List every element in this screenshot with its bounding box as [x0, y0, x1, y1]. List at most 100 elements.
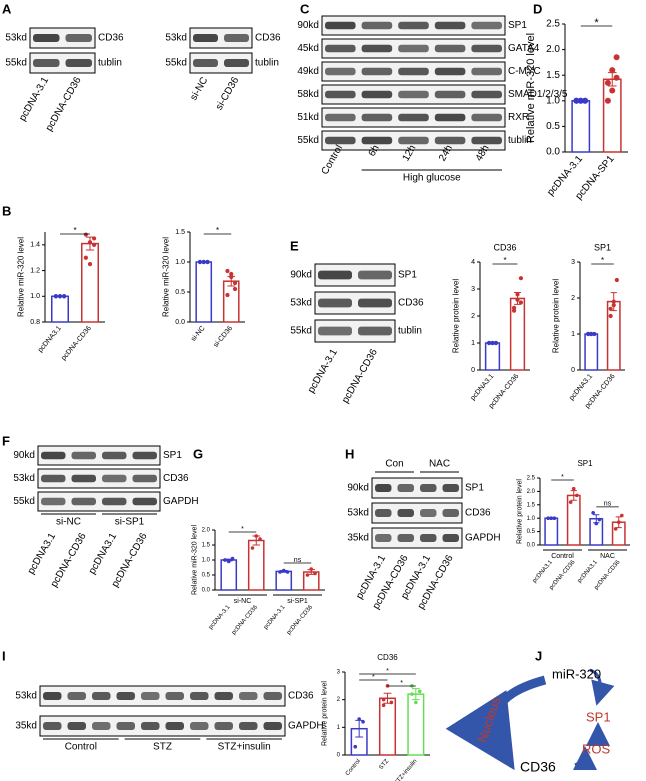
blot-band [193, 59, 218, 67]
blot-protein: tublin [98, 58, 122, 69]
x-tick-label: pcDNA-CD36 [60, 325, 93, 362]
data-point [515, 292, 520, 297]
data-point [53, 294, 58, 299]
blot-kd: 90kd [297, 20, 319, 31]
blot-band [420, 534, 437, 542]
blot-band [214, 692, 233, 700]
blot-kd: 55kd [5, 58, 27, 69]
y-tick-label: 1.0 [527, 516, 536, 522]
bar [544, 517, 559, 546]
y-tick-label: 1.5 [202, 543, 211, 549]
blot-kd: 45kd [297, 43, 319, 54]
data-point [616, 520, 621, 525]
y-tick-label: 2.0 [546, 44, 560, 55]
bar [584, 333, 599, 371]
blot-band [434, 113, 466, 122]
panel-letter: B [2, 203, 11, 218]
bar [51, 295, 69, 323]
blot-band [43, 722, 62, 730]
blot-band [224, 34, 249, 42]
blot-kd: 90kd [347, 483, 369, 494]
significance-label: * [73, 226, 76, 235]
blot-band [375, 534, 392, 542]
x-tick-label: STZ [378, 758, 390, 771]
y-tick-label: 0.0 [527, 543, 536, 549]
blot-frame [39, 685, 286, 707]
blot-protein: GAPDH [288, 721, 324, 732]
data-point [546, 516, 550, 520]
data-point [608, 306, 613, 311]
panel-letter: E [290, 238, 299, 253]
group-label: Con [385, 459, 403, 470]
blot-band [471, 67, 502, 76]
blot-protein: tublin [508, 135, 532, 146]
y-tick-label: 0 [471, 367, 475, 374]
blot-protein: CD36 [465, 508, 491, 519]
y-tick-label: 0.0 [202, 588, 211, 594]
blot-band [398, 67, 429, 76]
y-tick-label: 2 [337, 697, 341, 703]
y-tick-label: 1.2 [30, 267, 40, 274]
blot-frame [314, 291, 396, 315]
blot-band [398, 136, 429, 145]
x-tick-label: pcDNA-3.1 [208, 604, 232, 631]
blot-band [442, 534, 459, 542]
data-point [613, 74, 620, 81]
significance-label: * [241, 526, 244, 533]
x-tick-label: pcDNA3.1 [470, 373, 496, 402]
data-point [232, 280, 238, 286]
panel-letter: A [2, 1, 12, 16]
blot-protein: CD36 [163, 473, 189, 484]
data-point [313, 571, 317, 576]
data-point [614, 277, 619, 283]
blot-kd: 49kd [297, 66, 319, 77]
blot-frame [37, 445, 161, 466]
data-point [225, 292, 230, 298]
x-tick-label: Control [345, 758, 362, 777]
data-point [493, 340, 499, 346]
data-point [549, 516, 554, 520]
data-point [594, 521, 599, 526]
data-point [305, 573, 310, 577]
blot-band [361, 136, 393, 145]
blot-band [325, 136, 356, 145]
data-point [92, 242, 97, 247]
group-label: NAC [429, 459, 450, 470]
significance-label: ns [604, 501, 612, 508]
blot-band [358, 270, 392, 280]
blot-frame [371, 502, 463, 524]
y-axis-label: Relative miR-320 level [525, 33, 537, 143]
y-axis-label: Relative protein level [321, 681, 328, 746]
y-tick-label: 3 [337, 670, 341, 676]
blot-kd: 53kd [347, 508, 369, 519]
group-label: STZ+insulin [218, 742, 271, 753]
blot-band [71, 451, 96, 460]
data-point [361, 720, 365, 724]
chart-title: CD36 [493, 242, 516, 252]
bar [484, 342, 501, 371]
bar [222, 280, 240, 323]
lane-label: pcDNA-3.1 [306, 347, 340, 395]
blot-band [43, 692, 62, 700]
blot-band [398, 90, 429, 99]
diagram-node: ROS [582, 741, 611, 756]
y-tick-label: 1 [337, 725, 341, 731]
blot-band [471, 90, 502, 99]
blot-frame [29, 27, 96, 49]
significance-label: * [372, 674, 375, 681]
data-point [582, 97, 589, 104]
blot-band [398, 44, 429, 53]
blot-kd: 55kd [13, 496, 35, 507]
blot-band [361, 21, 393, 30]
y-tick-label: 1.0 [175, 259, 185, 266]
significance-label: * [400, 680, 403, 687]
significance-label: * [503, 256, 506, 265]
blot-band [165, 692, 184, 700]
blot-band [92, 692, 111, 700]
blot-protein: CD36 [398, 298, 424, 309]
data-point [357, 717, 361, 721]
data-point [611, 299, 616, 304]
blot-band [263, 722, 282, 730]
y-tick-label: 2 [471, 313, 475, 320]
lane-label: pcDNA3.1 [87, 531, 120, 576]
